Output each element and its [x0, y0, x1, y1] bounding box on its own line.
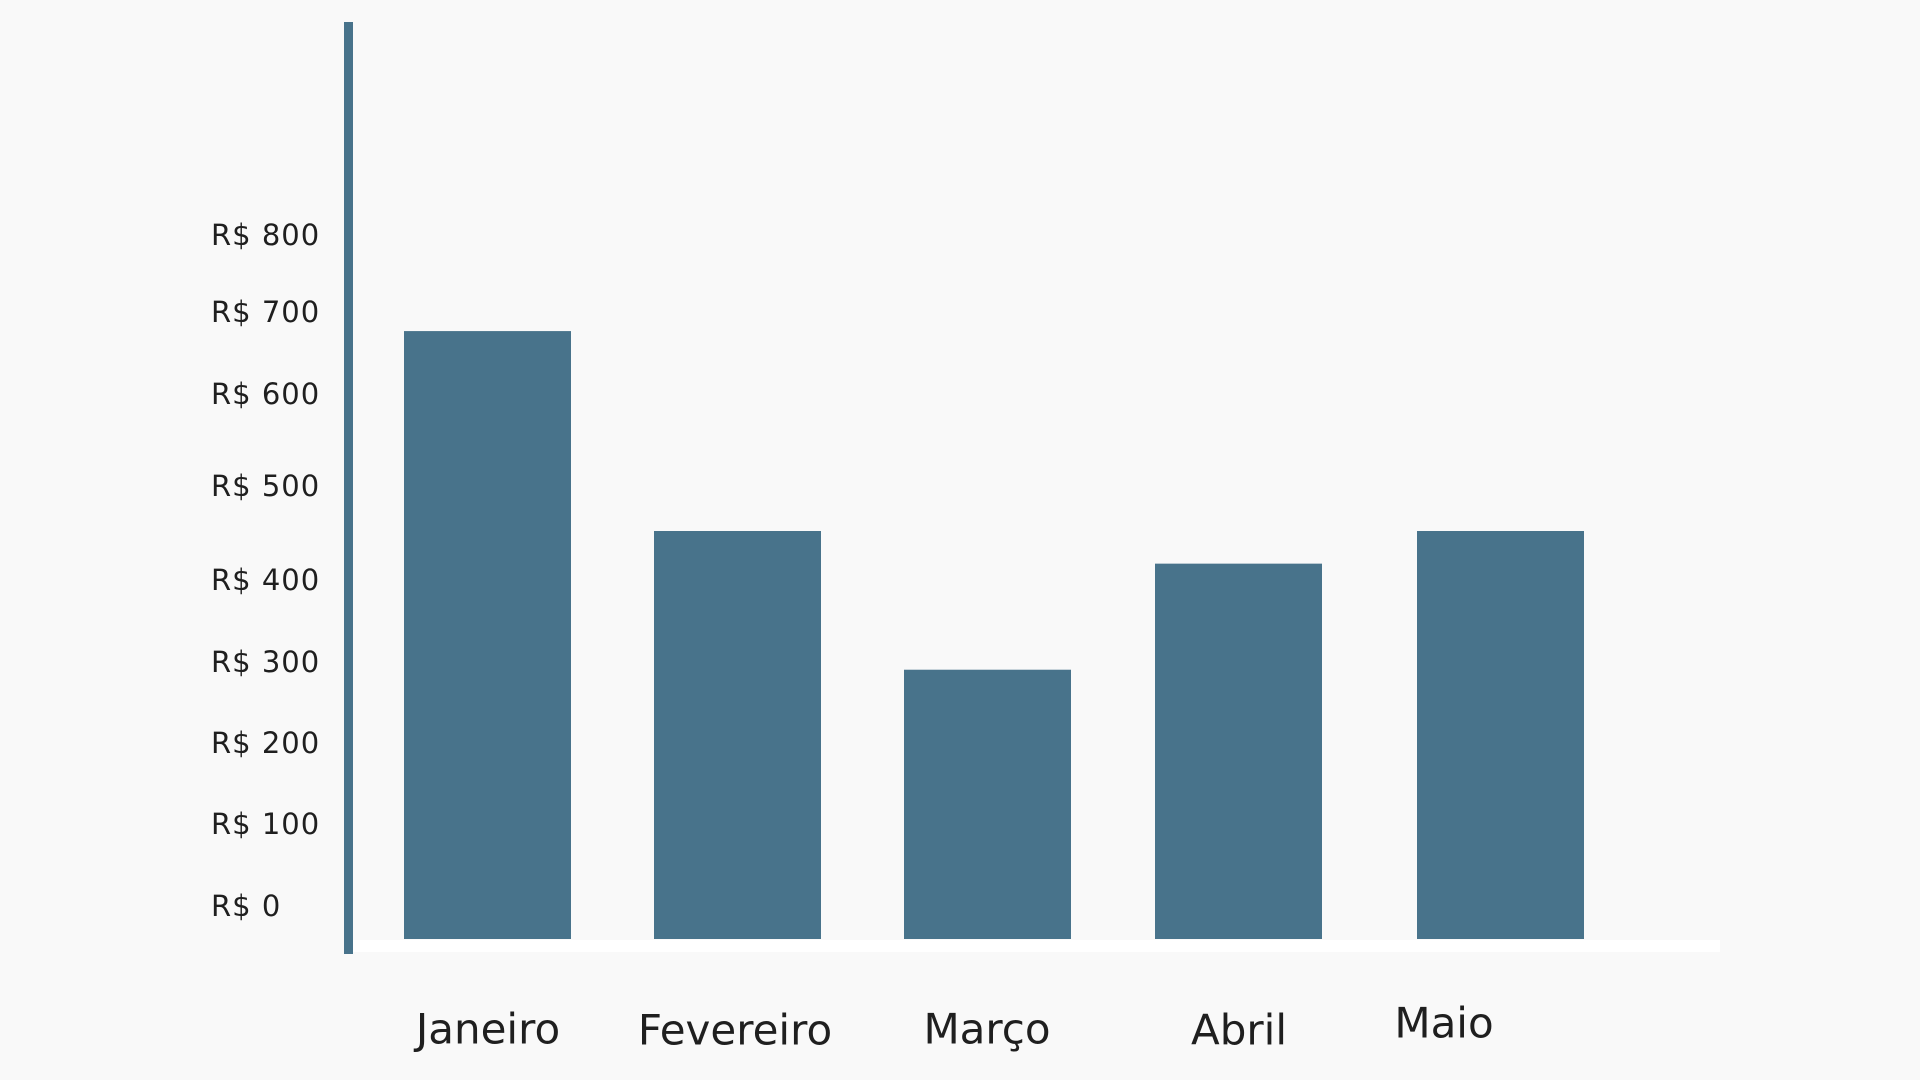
x-category-label: Abril — [1191, 1006, 1287, 1055]
bar-fevereiro — [654, 531, 821, 939]
y-tick-label: R$ 200 — [211, 726, 320, 760]
x-category-label: Março — [923, 1005, 1050, 1054]
y-tick-label: R$ 500 — [211, 469, 320, 503]
y-tick-label: R$ 300 — [211, 645, 320, 679]
y-tick-label: R$ 700 — [211, 295, 320, 329]
y-tick-label: R$ 600 — [211, 377, 320, 411]
bar-janeiro — [404, 331, 571, 940]
bar-maio — [1417, 531, 1584, 939]
y-tick-label: R$ 100 — [211, 807, 320, 841]
bars-layer — [404, 331, 1584, 940]
x-category-label: Maio — [1394, 999, 1493, 1048]
y-tick-label: R$ 400 — [211, 563, 320, 597]
bar-abril — [1155, 563, 1322, 939]
y-tick-labels: R$ 0 R$ 100 R$ 200 R$ 300 R$ 400 R$ 500 R$ 600… — [211, 218, 320, 923]
x-axis-baseline — [348, 940, 1720, 952]
x-category-label: Fevereiro — [638, 1006, 832, 1055]
y-tick-label: R$ 800 — [211, 218, 320, 252]
x-category-labels: Janeiro Fevereiro Março Abril Maio — [413, 999, 1494, 1055]
bar-março — [904, 669, 1071, 939]
y-axis-line — [344, 22, 353, 954]
y-tick-label: R$ 0 — [211, 889, 281, 923]
x-category-label: Janeiro — [413, 1005, 560, 1054]
